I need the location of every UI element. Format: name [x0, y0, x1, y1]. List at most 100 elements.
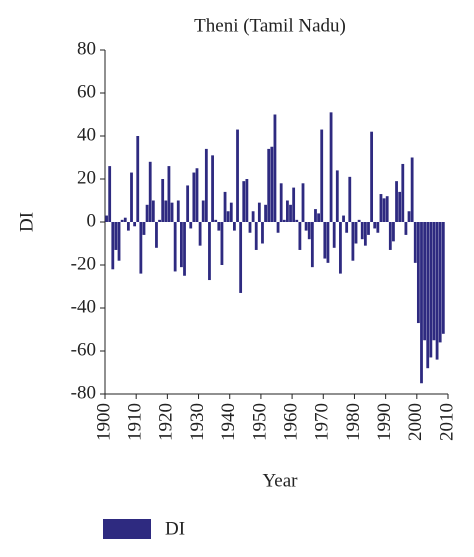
bar	[229, 202, 233, 222]
bar	[304, 222, 308, 231]
bar	[226, 211, 230, 222]
bar	[441, 222, 445, 334]
bar	[357, 219, 361, 222]
y-tick-label: 60	[77, 81, 96, 102]
bar	[301, 183, 305, 222]
bar	[326, 222, 330, 263]
bar	[273, 114, 277, 222]
bar	[295, 219, 299, 222]
bar	[370, 131, 374, 222]
bar	[332, 222, 336, 248]
bar	[220, 222, 224, 265]
bar	[276, 222, 280, 233]
bar	[111, 222, 115, 270]
x-tick-label: 1960	[280, 403, 301, 441]
x-tick-label: 2000	[405, 403, 426, 441]
bar	[363, 222, 367, 246]
bar	[176, 200, 180, 222]
bar	[198, 222, 202, 246]
bar	[438, 222, 442, 343]
bar	[236, 129, 239, 222]
x-tick-label: 1900	[93, 403, 114, 441]
bar	[145, 204, 149, 222]
x-tick-label: 1910	[125, 403, 146, 441]
bar	[382, 198, 386, 222]
bar	[114, 222, 118, 250]
bar	[426, 222, 430, 369]
bar	[239, 222, 243, 293]
bar	[173, 222, 177, 272]
bar	[376, 222, 380, 233]
bar	[164, 200, 168, 222]
bar	[130, 172, 133, 222]
bar	[385, 196, 389, 222]
bar	[158, 219, 161, 222]
bar	[155, 222, 158, 248]
bar	[270, 146, 274, 222]
bar	[345, 222, 349, 233]
bar	[317, 213, 320, 222]
bar	[320, 129, 324, 222]
bar	[261, 222, 264, 244]
bar	[335, 170, 339, 222]
bar	[133, 222, 137, 227]
bar	[264, 204, 267, 222]
bar	[392, 222, 395, 242]
bar	[282, 219, 286, 222]
bar	[257, 202, 261, 222]
chart-title: Theni (Tamil Nadu)	[194, 15, 346, 36]
bar	[248, 222, 252, 233]
bar	[161, 179, 165, 222]
bar	[105, 215, 108, 222]
bar	[351, 222, 355, 261]
bar	[183, 222, 186, 276]
y-tick-label: -40	[71, 296, 96, 317]
bar	[388, 222, 392, 250]
x-tick-label: 2010	[436, 403, 457, 441]
bar	[136, 136, 140, 222]
bar	[148, 161, 152, 222]
bar	[254, 222, 258, 250]
bar	[279, 183, 283, 222]
bar	[420, 222, 423, 384]
bar	[416, 222, 420, 324]
bar	[108, 166, 112, 222]
bar	[211, 155, 214, 222]
bar	[245, 179, 249, 222]
bar	[233, 222, 236, 231]
bar	[214, 219, 218, 222]
y-tick-label: 80	[77, 38, 96, 59]
x-tick-label: 1980	[343, 403, 364, 441]
bar	[267, 148, 271, 222]
bar	[404, 222, 408, 235]
bar	[360, 222, 364, 240]
bar	[126, 222, 130, 231]
legend-swatch	[103, 519, 151, 539]
bar	[373, 222, 377, 229]
bar	[201, 200, 205, 222]
legend-label: DI	[165, 518, 185, 539]
y-axis-label: DI	[16, 212, 37, 232]
bar	[189, 222, 193, 229]
bar	[192, 172, 196, 222]
bar	[286, 200, 289, 222]
y-tick-label: 0	[87, 210, 97, 231]
bar	[339, 222, 342, 274]
bar	[251, 211, 255, 222]
bar	[435, 222, 439, 360]
bar	[292, 187, 296, 222]
bar	[208, 222, 211, 281]
bar	[354, 222, 358, 244]
bar	[413, 222, 417, 263]
bar	[329, 112, 333, 222]
y-tick-label: -20	[71, 253, 96, 274]
bar	[179, 222, 183, 268]
bar	[142, 222, 146, 235]
x-tick-label: 1930	[187, 403, 208, 441]
x-tick-label: 1970	[312, 403, 333, 441]
bar	[407, 211, 411, 222]
bar	[310, 222, 314, 268]
bar	[401, 163, 405, 222]
bar	[348, 176, 352, 222]
